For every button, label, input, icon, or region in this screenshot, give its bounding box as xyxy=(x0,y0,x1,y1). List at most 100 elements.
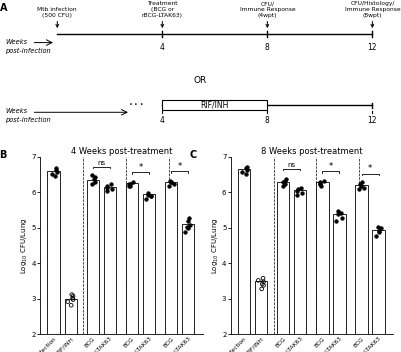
Bar xyxy=(316,182,328,334)
Bar xyxy=(162,100,267,111)
Point xyxy=(375,229,382,235)
Point xyxy=(244,167,250,173)
Text: *: * xyxy=(138,163,143,172)
Point xyxy=(239,169,246,174)
Point xyxy=(148,194,154,199)
Bar xyxy=(87,180,99,334)
Point xyxy=(144,190,151,196)
Point xyxy=(107,182,114,187)
Point xyxy=(69,295,76,301)
Point xyxy=(295,187,301,192)
Title: 4 Weeks post-treatment: 4 Weeks post-treatment xyxy=(71,147,172,156)
Point xyxy=(335,208,341,214)
Point xyxy=(282,176,289,182)
Point xyxy=(279,183,286,189)
Text: CFU/Histology/
Immune Response
(8wpt): CFU/Histology/ Immune Response (8wpt) xyxy=(344,1,400,18)
Bar xyxy=(255,281,267,334)
Text: 4: 4 xyxy=(160,43,165,52)
Bar xyxy=(373,230,385,334)
Text: post-infection: post-infection xyxy=(5,117,51,123)
Point xyxy=(316,180,323,185)
Bar xyxy=(47,171,60,334)
Point xyxy=(91,176,97,182)
Point xyxy=(259,281,265,287)
Text: ns: ns xyxy=(97,160,105,166)
Text: Mtb infection
(500 CFU): Mtb infection (500 CFU) xyxy=(37,7,77,18)
Point xyxy=(260,283,267,288)
Bar xyxy=(143,194,155,334)
Bar xyxy=(65,299,77,334)
Point xyxy=(298,185,304,191)
Point xyxy=(316,182,323,187)
Point xyxy=(182,229,188,235)
Point xyxy=(108,187,115,192)
Point xyxy=(68,302,75,308)
Point xyxy=(171,182,177,187)
Point xyxy=(165,183,172,189)
Point xyxy=(377,226,384,231)
Text: 12: 12 xyxy=(368,116,377,125)
Point xyxy=(338,215,345,221)
Point xyxy=(187,222,193,228)
Point xyxy=(185,226,191,231)
Point xyxy=(53,165,60,171)
Text: *: * xyxy=(368,164,372,173)
Point xyxy=(143,196,149,201)
Point xyxy=(317,182,323,187)
Point xyxy=(126,182,133,187)
Point xyxy=(282,182,288,187)
Text: *: * xyxy=(178,162,182,171)
Point xyxy=(92,174,98,180)
Point xyxy=(53,169,60,174)
Point xyxy=(89,172,95,178)
Text: C: C xyxy=(190,150,197,159)
Point xyxy=(104,183,111,189)
Y-axis label: Log$_{10}$ CFU/Lung: Log$_{10}$ CFU/Lung xyxy=(210,217,221,274)
Point xyxy=(373,233,379,238)
Point xyxy=(184,219,191,224)
Point xyxy=(255,277,261,283)
Point xyxy=(320,178,327,184)
Bar xyxy=(104,187,116,334)
Point xyxy=(335,212,341,217)
Point xyxy=(89,182,95,187)
Text: CFU/
Immune Response
(4wpt): CFU/ Immune Response (4wpt) xyxy=(239,1,295,18)
Text: post-infection: post-infection xyxy=(5,48,51,54)
Point xyxy=(338,210,344,216)
Point xyxy=(294,192,301,198)
Bar xyxy=(165,182,177,334)
Point xyxy=(376,228,383,233)
Point xyxy=(144,192,151,198)
Point xyxy=(104,189,110,194)
Point xyxy=(282,178,288,184)
Point xyxy=(361,185,368,191)
Point xyxy=(294,189,300,194)
Text: ···: ··· xyxy=(128,100,145,110)
Point xyxy=(244,164,250,169)
Text: 4: 4 xyxy=(160,116,165,125)
Text: 8: 8 xyxy=(265,116,270,125)
Bar xyxy=(126,183,138,334)
Point xyxy=(186,215,192,221)
Point xyxy=(357,182,363,187)
Point xyxy=(299,190,305,196)
Point xyxy=(52,174,59,179)
Point xyxy=(70,297,76,302)
Point xyxy=(65,299,71,304)
Point xyxy=(103,185,110,191)
Point xyxy=(53,167,59,172)
Bar xyxy=(355,185,368,334)
Text: Weeks: Weeks xyxy=(5,108,27,114)
Title: 8 Weeks post-treatment: 8 Weeks post-treatment xyxy=(261,147,363,156)
Point xyxy=(333,219,340,224)
Point xyxy=(127,183,134,189)
Bar xyxy=(277,182,290,334)
Text: Weeks: Weeks xyxy=(5,39,27,45)
Text: A: A xyxy=(0,3,8,13)
Point xyxy=(260,275,266,281)
Point xyxy=(130,180,136,185)
Text: 12: 12 xyxy=(368,43,377,52)
Point xyxy=(184,224,190,230)
Text: OR: OR xyxy=(194,76,207,85)
Text: 8: 8 xyxy=(265,43,270,52)
